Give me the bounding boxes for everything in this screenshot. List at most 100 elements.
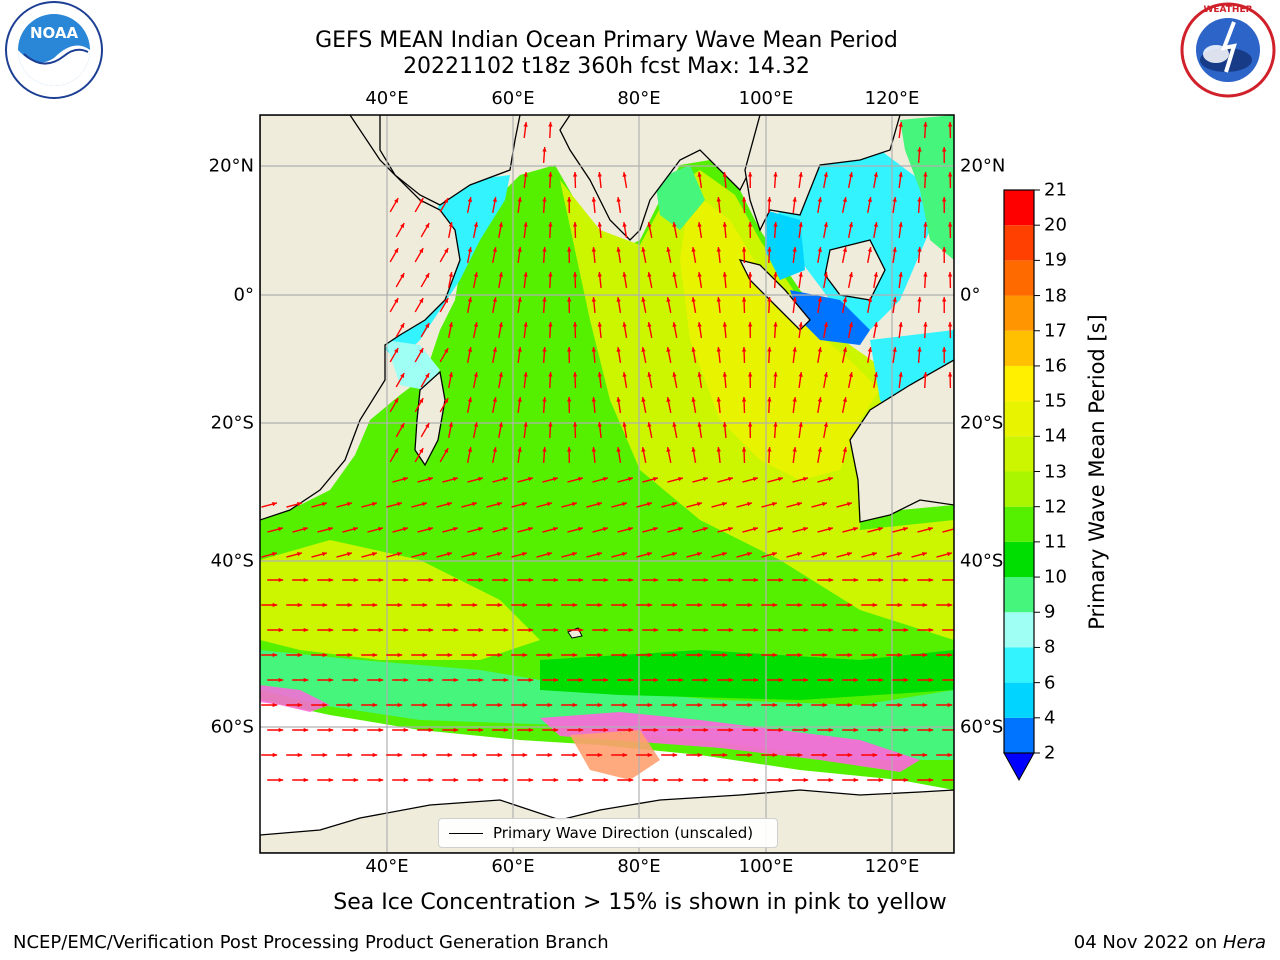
wave-arrow-head [591, 447, 597, 452]
wave-arrow-head [873, 322, 878, 327]
wave-arrow-head [347, 501, 352, 507]
wave-arrow-head [716, 247, 721, 252]
wave-arrow-head [548, 172, 553, 177]
wave-arrow-head [523, 322, 528, 327]
wave-arrow-head [622, 501, 627, 507]
nws-logo: WEATHER [1176, 0, 1280, 100]
lon-label-bottom-60e: 60°E [491, 856, 535, 877]
wave-arrow-head [703, 526, 708, 532]
wave-arrow-head [498, 372, 503, 377]
wave-arrow-head [773, 222, 778, 227]
wave-arrow-head [328, 577, 334, 583]
wave-arrow-head [778, 526, 783, 532]
lat-label-left-0: 0° [233, 284, 254, 306]
wave-arrow-head [842, 297, 848, 303]
wave-arrow-head [798, 222, 803, 227]
wave-arrow-head [616, 397, 621, 402]
wave-arrow-head [678, 727, 684, 733]
wave-arrow-head [878, 577, 884, 583]
colorbar-tick-label: 17 [1044, 320, 1067, 342]
wave-arrow-head [428, 627, 434, 633]
wave-arrow-head [542, 447, 547, 452]
wave-arrow-head [572, 222, 578, 227]
wave-arrow-head [622, 752, 628, 758]
wave-arrow-head [528, 677, 534, 683]
wave-arrow-head [572, 272, 578, 277]
wave-arrow-head [853, 577, 859, 583]
wave-arrow-head [878, 727, 884, 733]
wave-arrow-head [378, 577, 384, 583]
wave-arrow-head [797, 652, 803, 658]
wave-arrow-head [716, 197, 721, 202]
wave-arrow-head [848, 222, 854, 228]
map-legend: Primary Wave Direction (unscaled) [438, 818, 778, 848]
wave-arrow-head [722, 752, 728, 758]
colorbar-tick-label: 4 [1044, 707, 1056, 729]
wave-arrow-head [328, 627, 334, 633]
wave-arrow-head [922, 602, 928, 608]
wave-arrow-head [697, 422, 702, 427]
wave-arrow-head [548, 122, 553, 127]
colorbar-band [1004, 717, 1034, 753]
wave-arrow-head [898, 322, 903, 327]
wave-arrow-head [817, 297, 822, 302]
wave-arrow-head [873, 272, 878, 277]
wave-arrow-head [453, 727, 459, 733]
wave-arrow-head [823, 172, 828, 177]
wave-arrow-head [903, 727, 909, 733]
wave-arrow-head [942, 347, 947, 352]
wave-arrow-head [444, 248, 449, 254]
lat-label-right-20n: 20°N [960, 155, 1006, 177]
svg-text:WEATHER: WEATHER [1203, 5, 1252, 15]
wave-arrow-head [947, 122, 953, 127]
wave-arrow-head [403, 727, 409, 733]
wave-arrow-head [728, 577, 734, 583]
wave-arrow-head [492, 197, 497, 202]
wave-arrow-head [803, 627, 809, 633]
wave-arrow-head [553, 677, 559, 683]
wave-arrow-head [547, 501, 552, 507]
wave-arrow-head [572, 322, 578, 327]
wave-arrow-head [297, 551, 302, 557]
lat-label-left-60s: 60°S [210, 716, 254, 738]
wave-arrow-head [453, 677, 459, 683]
wave-arrow-head [778, 727, 784, 733]
wave-arrow-head [678, 777, 684, 783]
wave-arrow-head [653, 727, 659, 733]
wave-arrow-head [647, 752, 653, 758]
wave-arrow-head [397, 752, 403, 758]
wave-arrow-head [867, 197, 872, 202]
wave-arrow-head [773, 422, 778, 427]
wave-arrow-head [372, 602, 378, 608]
wave-arrow-head [622, 322, 627, 327]
wave-arrow-head [548, 322, 553, 327]
wave-arrow-head [448, 422, 453, 427]
wave-arrow-head [942, 147, 947, 152]
wave-arrow-head [817, 197, 822, 202]
wave-arrow-head [278, 577, 284, 583]
wave-arrow-head [672, 272, 677, 277]
wave-arrow-head [928, 627, 934, 633]
wave-arrow-head [917, 347, 922, 352]
wave-arrow-head [428, 727, 434, 733]
bay-bengal-fringe [655, 165, 705, 230]
wave-arrow-head [328, 526, 333, 532]
wave-arrow-head [467, 447, 473, 453]
wave-arrow-head [400, 323, 405, 329]
wave-arrow-head [722, 422, 728, 427]
wave-arrow-head [297, 752, 303, 758]
footer-date: 04 Nov 2022 on Hera [1074, 932, 1266, 953]
wave-arrow-head [400, 423, 405, 429]
wave-arrow-head [616, 297, 621, 302]
colorbar-label: Primary Wave Mean Period [s] [1085, 314, 1109, 630]
wave-arrow-head [641, 247, 646, 252]
wave-arrow-head [394, 298, 399, 304]
wave-arrow-head [297, 602, 303, 608]
wave-arrow-head [653, 577, 659, 583]
wave-arrow-head [641, 447, 646, 452]
wave-arrow-head [473, 372, 479, 378]
wave-arrow-head [523, 222, 528, 227]
wave-arrow-head [528, 526, 533, 532]
wave-arrow-head [798, 372, 803, 377]
wave-arrow-head [547, 702, 553, 708]
